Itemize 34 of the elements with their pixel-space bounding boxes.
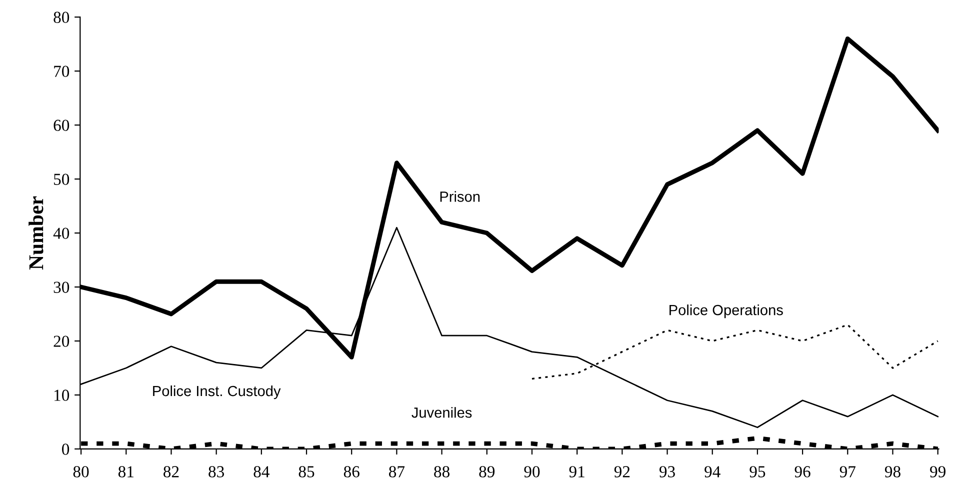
x-tick-label: 92	[614, 466, 630, 478]
y-tick-label: 30	[54, 282, 70, 293]
x-tick-label: 94	[704, 466, 720, 478]
series-label: Prison	[440, 191, 480, 202]
x-tick-label: 91	[569, 466, 584, 478]
y-tick-label: 50	[54, 174, 70, 185]
series-label: Police Inst. Custody	[153, 385, 281, 400]
series-label: Police Operations	[670, 304, 783, 318]
x-tick-label: 89	[479, 466, 495, 478]
x-tick-label: 82	[164, 466, 179, 478]
x-tick-label: 96	[794, 466, 810, 478]
y-tick-label: 40	[53, 228, 70, 239]
x-tick-label: 86	[344, 466, 360, 478]
series-label: Juveniles	[412, 407, 472, 418]
y-tick-label: 10	[54, 390, 70, 401]
x-tick-label: 80	[73, 466, 89, 478]
x-tick-label: 97	[840, 466, 856, 478]
x-tick-label: 95	[750, 466, 766, 478]
y-tick-label: 0	[62, 444, 70, 455]
x-tick-label: 93	[659, 466, 675, 478]
y-tick-label: 20	[54, 336, 70, 347]
y-tick-label: 80	[54, 12, 70, 24]
x-tick-label: 87	[389, 466, 405, 478]
x-tick-label: 84	[254, 466, 270, 478]
y-axis-title: Number	[28, 196, 44, 270]
x-tick-label: 83	[208, 466, 224, 478]
y-tick-label: 70	[54, 66, 70, 78]
y-tick-label: 60	[54, 120, 70, 131]
x-tick-label: 98	[884, 466, 900, 478]
x-tick-label: 99	[930, 466, 946, 478]
x-tick-label: 85	[298, 466, 314, 478]
x-tick-label: 88	[434, 466, 450, 478]
x-tick-label: 90	[524, 466, 540, 478]
x-tick-label: 81	[118, 466, 134, 478]
